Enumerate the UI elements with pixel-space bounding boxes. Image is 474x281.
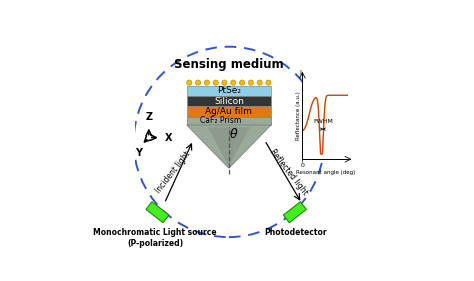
Circle shape: [248, 80, 254, 85]
Text: Ag/Au film: Ag/Au film: [205, 107, 252, 116]
Circle shape: [266, 80, 271, 85]
Bar: [187, 86, 271, 96]
Polygon shape: [208, 127, 250, 166]
Text: X: X: [164, 133, 172, 142]
Polygon shape: [146, 202, 169, 223]
Polygon shape: [283, 202, 306, 223]
Text: Photodetector: Photodetector: [264, 228, 327, 237]
Text: Silicon: Silicon: [214, 97, 244, 106]
Text: Incident light: Incident light: [154, 149, 192, 194]
Text: Sensing medium: Sensing medium: [174, 58, 283, 71]
Text: θ: θ: [230, 128, 237, 140]
Circle shape: [239, 80, 245, 85]
Text: Monochromatic Light source
(P-polarized): Monochromatic Light source (P-polarized): [93, 228, 217, 248]
Text: Y: Y: [135, 148, 142, 158]
Text: Reflected light: Reflected light: [268, 147, 310, 196]
Circle shape: [204, 80, 210, 85]
Circle shape: [187, 80, 192, 85]
Circle shape: [222, 80, 227, 85]
Text: CaF₂ Prism: CaF₂ Prism: [200, 116, 241, 125]
Text: Z: Z: [145, 112, 152, 122]
Circle shape: [213, 80, 218, 85]
Bar: [187, 106, 271, 117]
Circle shape: [257, 80, 262, 85]
Circle shape: [231, 80, 236, 85]
Polygon shape: [187, 125, 271, 168]
Polygon shape: [187, 117, 271, 125]
Text: PtSe₂: PtSe₂: [217, 86, 241, 95]
Circle shape: [195, 80, 201, 85]
Bar: [187, 96, 271, 106]
